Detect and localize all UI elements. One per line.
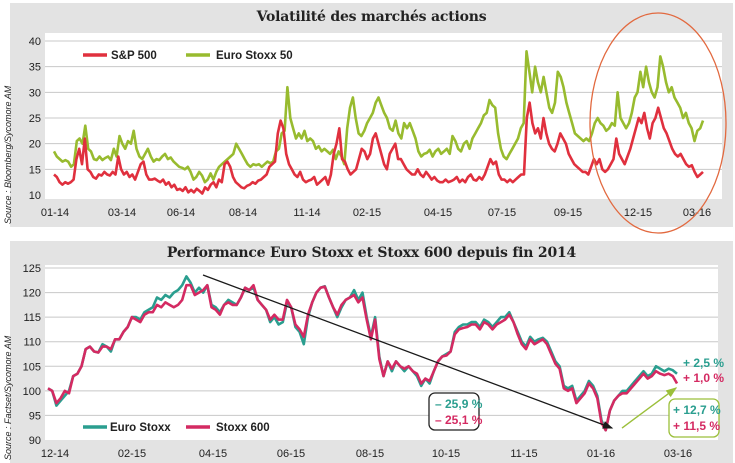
x-tick-label: 06-15 — [277, 448, 305, 460]
y-tick-label: 25 — [29, 113, 41, 125]
rebound-eurostoxx-label: + 12,7 % — [673, 403, 721, 417]
x-tick-label: 06-14 — [167, 207, 195, 219]
volatility-plot-area — [45, 33, 722, 199]
volatility-legend: S&P 500 Euro Stoxx 50 — [83, 50, 293, 62]
y-tick-label: 90 — [29, 435, 41, 447]
x-tick-label: 07-15 — [488, 207, 516, 219]
performance-chart: 90 95 100 105 110 115 120 125 12-14 02-15 04-15 06… — [23, 263, 725, 460]
decline-eurostoxx-label: – 25,9 % — [435, 397, 483, 411]
series-line-stoxx600 — [47, 283, 679, 432]
y-tick-label: 100 — [23, 386, 41, 398]
x-tick-label: 02-15 — [118, 448, 146, 460]
performance-x-axis: 12-14 02-15 04-15 06-15 08-15 10-15 11-15 01-16… — [41, 448, 692, 460]
volatility-x-axis: 01-14 03-14 06-14 08-14 11-14 02-15 04-15 07-15… — [41, 207, 711, 219]
x-tick-label: 08-15 — [356, 448, 384, 460]
x-tick-label: 09-15 — [554, 207, 582, 219]
ytd-eurostoxx-label: + 2,5 % — [683, 356, 724, 370]
performance-plot-area — [45, 265, 718, 440]
x-tick-label: 01-16 — [587, 448, 615, 460]
y-tick-label: 120 — [23, 288, 41, 300]
performance-series — [47, 275, 679, 432]
series-line-eurostoxx50 — [52, 49, 705, 184]
y-tick-label: 10 — [29, 190, 41, 202]
y-tick-label: 125 — [23, 263, 41, 275]
x-tick-label: 03-16 — [664, 448, 692, 460]
y-tick-label: 95 — [29, 410, 41, 422]
decline-stoxx600-label: – 25,1 % — [435, 413, 483, 427]
series-line-eurostoxx — [47, 275, 678, 432]
x-tick-label: 01-14 — [41, 207, 69, 219]
y-tick-label: 110 — [23, 337, 41, 349]
x-tick-label: 12-15 — [624, 207, 652, 219]
performance-chart-title: Performance Euro Stoxx et Stoxx 600 depu… — [166, 245, 577, 261]
decline-trend-arrow — [202, 274, 614, 429]
legend-label-eurostoxx: Euro Stoxx — [110, 422, 171, 434]
x-tick-label: 02-15 — [353, 207, 381, 219]
x-tick-label: 04-15 — [424, 207, 452, 219]
y-tick-label: 30 — [29, 87, 41, 99]
y-tick-label: 15 — [29, 164, 41, 176]
volatility-chart-title: Volatilité des marchés actions — [256, 9, 487, 25]
legend-label-sp500: S&P 500 — [111, 50, 157, 62]
x-tick-label: 10-15 — [432, 448, 460, 460]
rebound-stoxx600-label: + 11,5 % — [673, 419, 720, 433]
volatility-series — [52, 49, 705, 195]
performance-legend: Euro Stoxx Stoxx 600 — [83, 422, 270, 434]
legend-label-stoxx600: Stoxx 600 — [216, 422, 270, 434]
y-tick-label: 40 — [29, 36, 41, 48]
y-tick-label: 105 — [23, 361, 41, 373]
x-tick-label: 04-15 — [199, 448, 227, 460]
x-tick-label: 11-15 — [510, 448, 537, 460]
x-tick-label: 11-14 — [293, 207, 320, 219]
x-tick-label: 03-14 — [108, 207, 136, 219]
highlight-ellipse — [589, 12, 727, 234]
rebound-trend-arrow — [621, 387, 678, 429]
performance-y-axis: 90 95 100 105 110 115 120 125 — [23, 263, 41, 447]
y-tick-label: 115 — [23, 312, 41, 324]
rebound-annotation-box: + 12,7 % + 11,5 % — [668, 398, 721, 438]
volatility-chart: 10 15 20 25 30 35 40 01-14 03-14 06-14 08-14 11-14… — [29, 12, 727, 234]
x-tick-label: 12-14 — [41, 448, 69, 460]
y-tick-label: 20 — [29, 139, 41, 151]
legend-label-eurostoxx50: Euro Stoxx 50 — [216, 50, 293, 62]
decline-annotation-box: – 25,9 % – 25,1 % — [428, 392, 483, 431]
series-line-sp500 — [53, 101, 704, 195]
ytd-stoxx600-label: + 1,0 % — [683, 371, 724, 385]
x-tick-label: 08-14 — [229, 207, 257, 219]
y-tick-label: 35 — [29, 62, 41, 74]
volatility-y-axis: 10 15 20 25 30 35 40 — [29, 36, 41, 202]
